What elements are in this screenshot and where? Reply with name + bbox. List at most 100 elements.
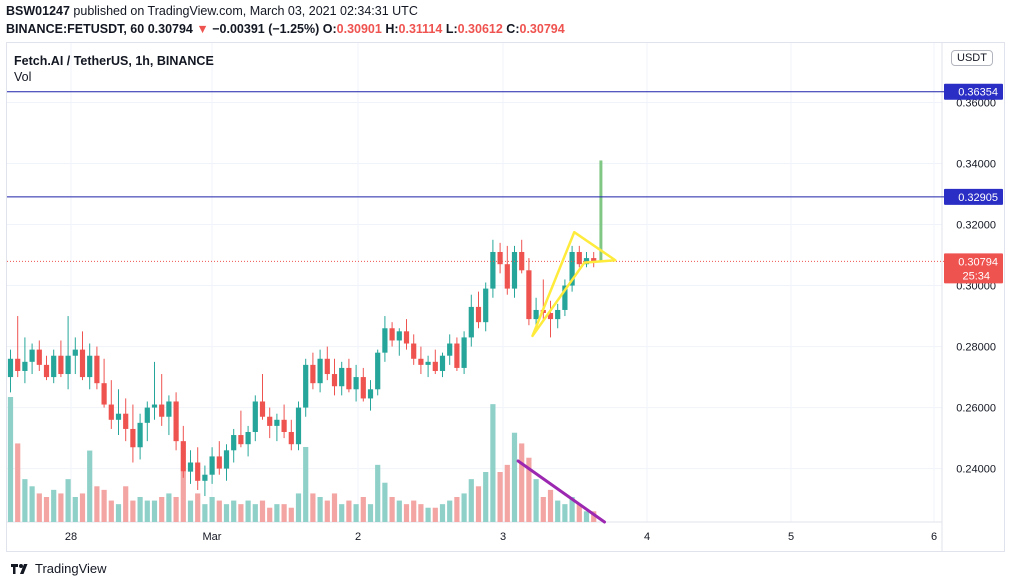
candle-body bbox=[382, 328, 388, 353]
volume-bar bbox=[360, 497, 366, 522]
last-candle-body bbox=[599, 160, 603, 262]
candle-body bbox=[267, 416, 273, 426]
volume-bar bbox=[375, 464, 381, 522]
purple-downtrend-drawing bbox=[516, 459, 606, 524]
candle-body bbox=[331, 374, 338, 387]
candle-body bbox=[403, 331, 410, 344]
level-price-tag bbox=[944, 188, 1003, 205]
published-text: published on TradingView.com, March 03, … bbox=[73, 4, 418, 18]
candle-body bbox=[547, 313, 554, 320]
candle-body bbox=[245, 431, 251, 445]
candle-body bbox=[238, 435, 244, 445]
candle-body bbox=[216, 456, 222, 469]
candle-body bbox=[130, 428, 136, 448]
candle-body bbox=[346, 367, 352, 390]
y-tick-label: 0.36000 bbox=[956, 97, 996, 109]
volume-bar bbox=[144, 500, 150, 522]
candle-body bbox=[504, 264, 510, 289]
candle-body bbox=[274, 419, 280, 426]
candle-body bbox=[519, 251, 525, 271]
volume-bar bbox=[418, 504, 424, 522]
currency-button[interactable]: USDT bbox=[951, 50, 993, 66]
volume-bar bbox=[562, 504, 568, 522]
volume-bar bbox=[288, 507, 294, 522]
x-tick-label: 28 bbox=[65, 531, 77, 543]
ohlc-header: BINANCE:FETUSDT, 60 0.30794 ▼ −0.00391 (… bbox=[6, 22, 565, 36]
candle-body bbox=[569, 251, 575, 286]
candle-body bbox=[223, 450, 230, 469]
volume-bar bbox=[130, 500, 136, 522]
yellow-triangle-drawing bbox=[531, 230, 617, 338]
candle-body bbox=[468, 306, 474, 338]
low-label: L: bbox=[445, 22, 458, 36]
volume-bar bbox=[569, 497, 575, 522]
volume-bar bbox=[123, 486, 129, 522]
volume-bar bbox=[576, 504, 582, 522]
volume-bar bbox=[367, 504, 374, 522]
volume-bar bbox=[324, 500, 330, 522]
volume-bar bbox=[15, 443, 21, 522]
volume-bar bbox=[425, 507, 431, 522]
candle-body bbox=[591, 258, 597, 262]
volume-bar bbox=[497, 472, 503, 522]
volume-bar bbox=[115, 504, 122, 522]
candle-body bbox=[15, 358, 21, 371]
volume-bar bbox=[519, 443, 525, 522]
close-label: C: bbox=[506, 22, 520, 36]
symbol-label: BINANCE:FETUSDT, 60 bbox=[6, 22, 145, 36]
candle-body bbox=[339, 367, 345, 387]
volume-bar bbox=[411, 500, 417, 522]
volume-bar bbox=[180, 472, 186, 522]
candle-body bbox=[137, 422, 143, 448]
volume-bar bbox=[310, 493, 316, 522]
volume-bar bbox=[166, 493, 172, 522]
candle-body bbox=[281, 419, 287, 432]
x-tick-label: 5 bbox=[788, 531, 794, 543]
volume-bar bbox=[87, 450, 93, 522]
volume-bar bbox=[511, 432, 518, 522]
last-price-label: 0.30794 bbox=[958, 256, 998, 268]
candle-body bbox=[490, 251, 496, 289]
low-value: 0.30612 bbox=[457, 22, 503, 36]
volume-bar bbox=[339, 504, 345, 522]
candle-body bbox=[202, 474, 208, 481]
volume-bar bbox=[389, 497, 395, 522]
volume-bar bbox=[346, 500, 352, 522]
candle-body bbox=[475, 306, 482, 323]
volume-bar bbox=[432, 507, 438, 522]
high-label: H: bbox=[385, 22, 399, 36]
x-tick-label: 4 bbox=[644, 531, 650, 543]
candle-body bbox=[483, 288, 489, 323]
candle-body bbox=[51, 355, 57, 378]
candle-body bbox=[367, 389, 374, 399]
candle-body bbox=[65, 355, 71, 375]
volume-bar bbox=[259, 500, 266, 522]
candle-body bbox=[375, 352, 381, 390]
level-price-label: 0.32905 bbox=[958, 192, 998, 204]
candle-body bbox=[454, 343, 460, 368]
volume-bar bbox=[173, 497, 179, 522]
last-price-tag bbox=[944, 253, 1003, 284]
candle-body bbox=[252, 401, 258, 432]
y-tick-label: 0.32000 bbox=[956, 220, 996, 232]
high-value: 0.31114 bbox=[398, 22, 443, 36]
volume-bar bbox=[72, 497, 78, 522]
candle-body bbox=[389, 328, 395, 341]
volume-bar bbox=[29, 486, 35, 522]
candle-body bbox=[295, 407, 302, 445]
candle-body bbox=[195, 462, 201, 481]
y-tick-label: 0.26000 bbox=[956, 403, 996, 415]
candle-body bbox=[511, 251, 518, 289]
volume-bar bbox=[65, 479, 71, 522]
candle-body bbox=[526, 270, 532, 320]
x-tick-label: 6 bbox=[931, 531, 937, 543]
volume-bar bbox=[583, 511, 590, 522]
volume-bar bbox=[447, 500, 453, 522]
volume-bar bbox=[187, 500, 194, 522]
volume-bar bbox=[274, 504, 280, 522]
volume-bar bbox=[108, 500, 114, 522]
candle-body bbox=[288, 431, 294, 445]
down-arrow-icon: ▼ bbox=[196, 22, 209, 36]
volume-bar bbox=[51, 489, 57, 522]
